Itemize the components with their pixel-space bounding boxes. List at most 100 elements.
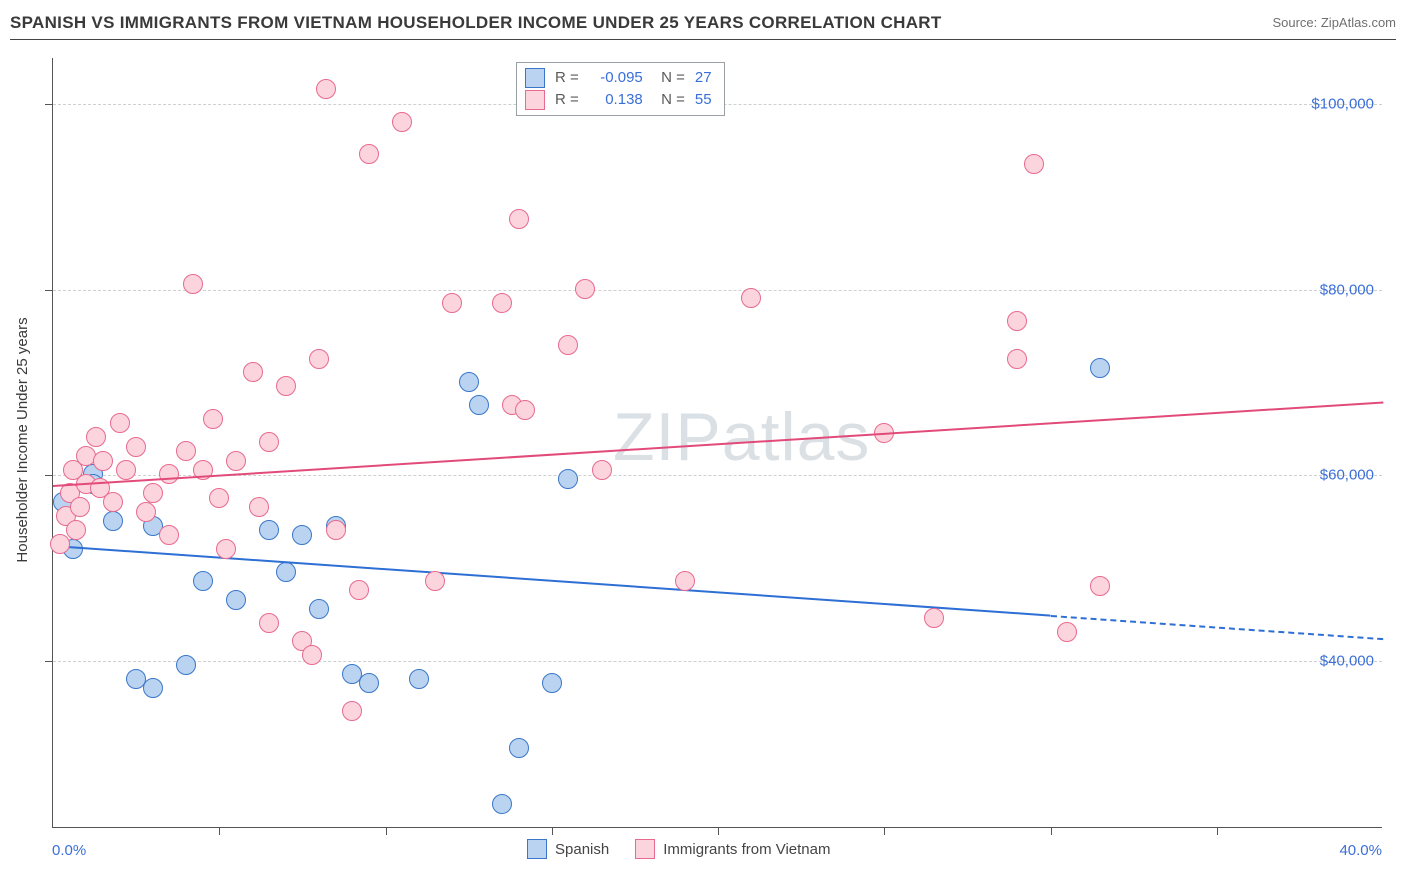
data-point-vietnam bbox=[126, 437, 146, 457]
y-tick bbox=[45, 104, 53, 105]
data-point-vietnam bbox=[136, 502, 156, 522]
y-tick-label: $60,000 bbox=[1320, 467, 1374, 484]
data-point-vietnam bbox=[1024, 154, 1044, 174]
chart-title: SPANISH VS IMMIGRANTS FROM VIETNAM HOUSE… bbox=[10, 13, 942, 33]
data-point-spanish bbox=[193, 571, 213, 591]
legend-label: Spanish bbox=[555, 841, 609, 858]
data-point-spanish bbox=[176, 655, 196, 675]
header-bar: SPANISH VS IMMIGRANTS FROM VIETNAM HOUSE… bbox=[10, 6, 1396, 40]
data-point-vietnam bbox=[592, 460, 612, 480]
x-tick bbox=[1051, 827, 1052, 835]
r-value: -0.095 bbox=[589, 67, 643, 89]
data-point-vietnam bbox=[425, 571, 445, 591]
data-point-vietnam bbox=[675, 571, 695, 591]
legend-item-spanish: Spanish bbox=[527, 839, 609, 859]
legend-swatch-spanish bbox=[527, 839, 547, 859]
data-point-spanish bbox=[492, 794, 512, 814]
legend-item-vietnam: Immigrants from Vietnam bbox=[635, 839, 830, 859]
data-point-spanish bbox=[259, 520, 279, 540]
data-point-spanish bbox=[276, 562, 296, 582]
n-value: 55 bbox=[695, 89, 712, 111]
data-point-vietnam bbox=[1007, 311, 1027, 331]
y-tick bbox=[45, 290, 53, 291]
stats-row-spanish: R = -0.095 N = 27 bbox=[525, 67, 712, 89]
data-point-vietnam bbox=[558, 335, 578, 355]
gridline bbox=[53, 661, 1382, 662]
data-point-vietnam bbox=[924, 608, 944, 628]
swatch-vietnam bbox=[525, 90, 545, 110]
data-point-vietnam bbox=[183, 274, 203, 294]
data-point-vietnam bbox=[442, 293, 462, 313]
swatch-spanish bbox=[525, 68, 545, 88]
data-point-vietnam bbox=[159, 464, 179, 484]
data-point-spanish bbox=[459, 372, 479, 392]
data-point-vietnam bbox=[509, 209, 529, 229]
data-point-vietnam bbox=[66, 520, 86, 540]
x-tick bbox=[552, 827, 553, 835]
data-point-vietnam bbox=[249, 497, 269, 517]
data-point-vietnam bbox=[159, 525, 179, 545]
data-point-spanish bbox=[143, 678, 163, 698]
data-point-vietnam bbox=[209, 488, 229, 508]
r-label: R = bbox=[555, 89, 579, 111]
n-label: N = bbox=[653, 67, 685, 89]
data-point-vietnam bbox=[93, 451, 113, 471]
data-point-vietnam bbox=[342, 701, 362, 721]
data-point-vietnam bbox=[276, 376, 296, 396]
series-legend: Spanish Immigrants from Vietnam bbox=[527, 839, 831, 859]
trend-line bbox=[1050, 615, 1383, 640]
data-point-vietnam bbox=[243, 362, 263, 382]
data-point-spanish bbox=[103, 511, 123, 531]
data-point-vietnam bbox=[309, 349, 329, 369]
x-axis-min-label: 0.0% bbox=[52, 842, 86, 859]
gridline bbox=[53, 290, 1382, 291]
data-point-vietnam bbox=[259, 613, 279, 633]
data-point-vietnam bbox=[259, 432, 279, 452]
data-point-vietnam bbox=[176, 441, 196, 461]
n-label: N = bbox=[653, 89, 685, 111]
data-point-vietnam bbox=[741, 288, 761, 308]
r-value: 0.138 bbox=[589, 89, 643, 111]
x-tick bbox=[1217, 827, 1218, 835]
data-point-spanish bbox=[1090, 358, 1110, 378]
y-tick-label: $80,000 bbox=[1320, 281, 1374, 298]
data-point-vietnam bbox=[515, 400, 535, 420]
data-point-vietnam bbox=[349, 580, 369, 600]
data-point-spanish bbox=[292, 525, 312, 545]
data-point-vietnam bbox=[326, 520, 346, 540]
data-point-vietnam bbox=[492, 293, 512, 313]
x-tick bbox=[884, 827, 885, 835]
data-point-vietnam bbox=[359, 144, 379, 164]
data-point-spanish bbox=[409, 669, 429, 689]
data-point-vietnam bbox=[50, 534, 70, 554]
data-point-spanish bbox=[542, 673, 562, 693]
legend-label: Immigrants from Vietnam bbox=[663, 841, 830, 858]
data-point-vietnam bbox=[216, 539, 236, 559]
data-point-spanish bbox=[558, 469, 578, 489]
data-point-vietnam bbox=[302, 645, 322, 665]
data-point-spanish bbox=[309, 599, 329, 619]
y-tick bbox=[45, 475, 53, 476]
x-tick bbox=[219, 827, 220, 835]
data-point-vietnam bbox=[86, 427, 106, 447]
data-point-spanish bbox=[359, 673, 379, 693]
trend-line bbox=[53, 401, 1383, 486]
y-axis-title: Householder Income Under 25 years bbox=[14, 317, 31, 562]
n-value: 27 bbox=[695, 67, 712, 89]
data-point-vietnam bbox=[575, 279, 595, 299]
y-tick bbox=[45, 661, 53, 662]
data-point-vietnam bbox=[1057, 622, 1077, 642]
data-point-vietnam bbox=[1007, 349, 1027, 369]
data-point-spanish bbox=[469, 395, 489, 415]
data-point-vietnam bbox=[226, 451, 246, 471]
y-tick-label: $40,000 bbox=[1320, 653, 1374, 670]
x-axis-max-label: 40.0% bbox=[1339, 842, 1382, 859]
gridline bbox=[53, 475, 1382, 476]
data-point-vietnam bbox=[116, 460, 136, 480]
r-label: R = bbox=[555, 67, 579, 89]
y-tick-label: $100,000 bbox=[1311, 96, 1374, 113]
data-point-vietnam bbox=[143, 483, 163, 503]
x-tick bbox=[386, 827, 387, 835]
data-point-vietnam bbox=[316, 79, 336, 99]
correlation-stats-box: R = -0.095 N = 27 R = 0.138 N = 55 bbox=[516, 62, 725, 116]
